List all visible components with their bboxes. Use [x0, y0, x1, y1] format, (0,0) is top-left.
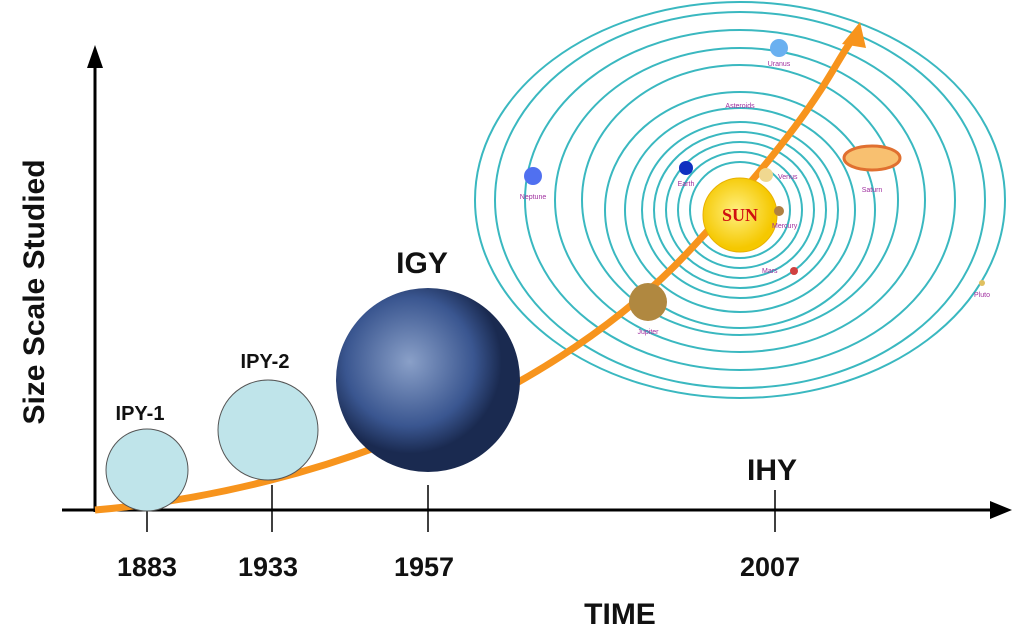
- program-label: IPY-1: [116, 403, 165, 425]
- earth-1957: [336, 288, 520, 472]
- globe-1933: [217, 379, 319, 481]
- y-arrow: [87, 45, 103, 68]
- orbit: [474, 1, 1006, 399]
- orbit: [581, 64, 899, 336]
- planet-label: Neptune: [520, 194, 547, 201]
- year-label: 1957: [394, 552, 454, 582]
- year-label: 2007: [740, 552, 800, 582]
- globe-1883: [105, 428, 189, 512]
- orbit: [494, 11, 986, 389]
- program-label: IGY: [396, 247, 448, 280]
- orbit: [677, 151, 803, 269]
- sun-label: SUN: [722, 205, 758, 225]
- planet-label: Saturn: [862, 187, 883, 194]
- orbit: [689, 161, 791, 259]
- program-label: IPY-2: [241, 351, 290, 373]
- orbits: [474, 1, 1006, 399]
- curve-arrow: [842, 22, 866, 48]
- orbit: [653, 131, 827, 289]
- planet-label: Mercury: [772, 223, 798, 230]
- x-arrow: [990, 501, 1012, 519]
- planet-label: Earth: [678, 181, 695, 188]
- planet-label: Mars: [762, 268, 778, 275]
- planet-label: Jupiter: [637, 329, 659, 336]
- orbit: [641, 121, 839, 299]
- orbit: [604, 91, 876, 329]
- orbit: [624, 107, 856, 313]
- program-label: IHY: [747, 454, 797, 487]
- orbit: [665, 141, 815, 279]
- ticks: [146, 485, 776, 532]
- orbit: [524, 29, 956, 371]
- year-label: 1883: [117, 552, 177, 582]
- planet-label: Pluto: [974, 292, 990, 299]
- planets: [524, 39, 985, 321]
- planet-label: Asteroids: [725, 103, 755, 110]
- x-axis-label: TIME: [584, 598, 656, 631]
- y-axis-label: Size Scale Studied: [18, 159, 51, 424]
- orbit: [554, 47, 926, 353]
- planet-label: Uranus: [768, 61, 791, 68]
- year-label: 1933: [238, 552, 298, 582]
- planet-label: Venus: [778, 174, 798, 181]
